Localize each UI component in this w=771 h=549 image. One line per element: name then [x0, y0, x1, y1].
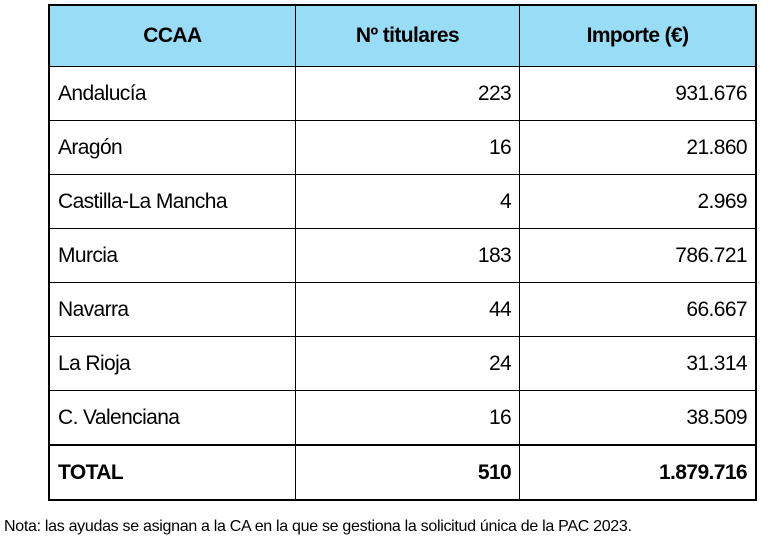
region-cell: C. Valenciana	[48, 390, 296, 446]
region-cell: Andalucía	[48, 66, 296, 121]
table-body: Andalucía 223 931.676 Aragón 16 21.860 Castill…	[48, 66, 757, 501]
number-cell: 4	[294, 174, 521, 229]
number-cell: 66.667	[519, 282, 757, 337]
total-cell: 1.879.716	[519, 444, 757, 501]
column-header: Nº titulares	[294, 4, 521, 67]
total-cell: 510	[294, 444, 521, 501]
total-row: TOTAL 510 1.879.716	[48, 444, 757, 501]
number-cell: 24	[294, 336, 521, 391]
table-row: La Rioja 24 31.314	[48, 336, 757, 391]
column-header: Importe (€)	[519, 4, 757, 67]
number-cell: 786.721	[519, 228, 757, 283]
table-row: C. Valenciana 16 38.509	[48, 390, 757, 446]
table-row: Murcia 183 786.721	[48, 228, 757, 283]
number-cell: 223	[294, 66, 521, 121]
number-cell: 16	[294, 120, 521, 175]
table-row: Castilla-La Mancha 4 2.969	[48, 174, 757, 229]
table-row: Navarra 44 66.667	[48, 282, 757, 337]
header-row: CCAA Nº titulares Importe (€)	[48, 4, 757, 67]
number-cell: 16	[294, 390, 521, 446]
number-cell: 38.509	[519, 390, 757, 446]
number-cell: 21.860	[519, 120, 757, 175]
number-cell: 183	[294, 228, 521, 283]
footnote: Nota: las ayudas se asignan a la CA en l…	[4, 518, 632, 535]
table-row: Andalucía 223 931.676	[48, 66, 757, 121]
number-cell: 31.314	[519, 336, 757, 391]
region-cell: La Rioja	[48, 336, 296, 391]
region-cell: Castilla-La Mancha	[48, 174, 296, 229]
table-row: Aragón 16 21.860	[48, 120, 757, 175]
total-label: TOTAL	[48, 444, 296, 501]
region-cell: Aragón	[48, 120, 296, 175]
number-cell: 44	[294, 282, 521, 337]
data-table: CCAA Nº titulares Importe (€) Andalucía 223…	[48, 4, 757, 501]
number-cell: 2.969	[519, 174, 757, 229]
number-cell: 931.676	[519, 66, 757, 121]
column-header: CCAA	[48, 4, 296, 67]
region-cell: Murcia	[48, 228, 296, 283]
region-cell: Navarra	[48, 282, 296, 337]
